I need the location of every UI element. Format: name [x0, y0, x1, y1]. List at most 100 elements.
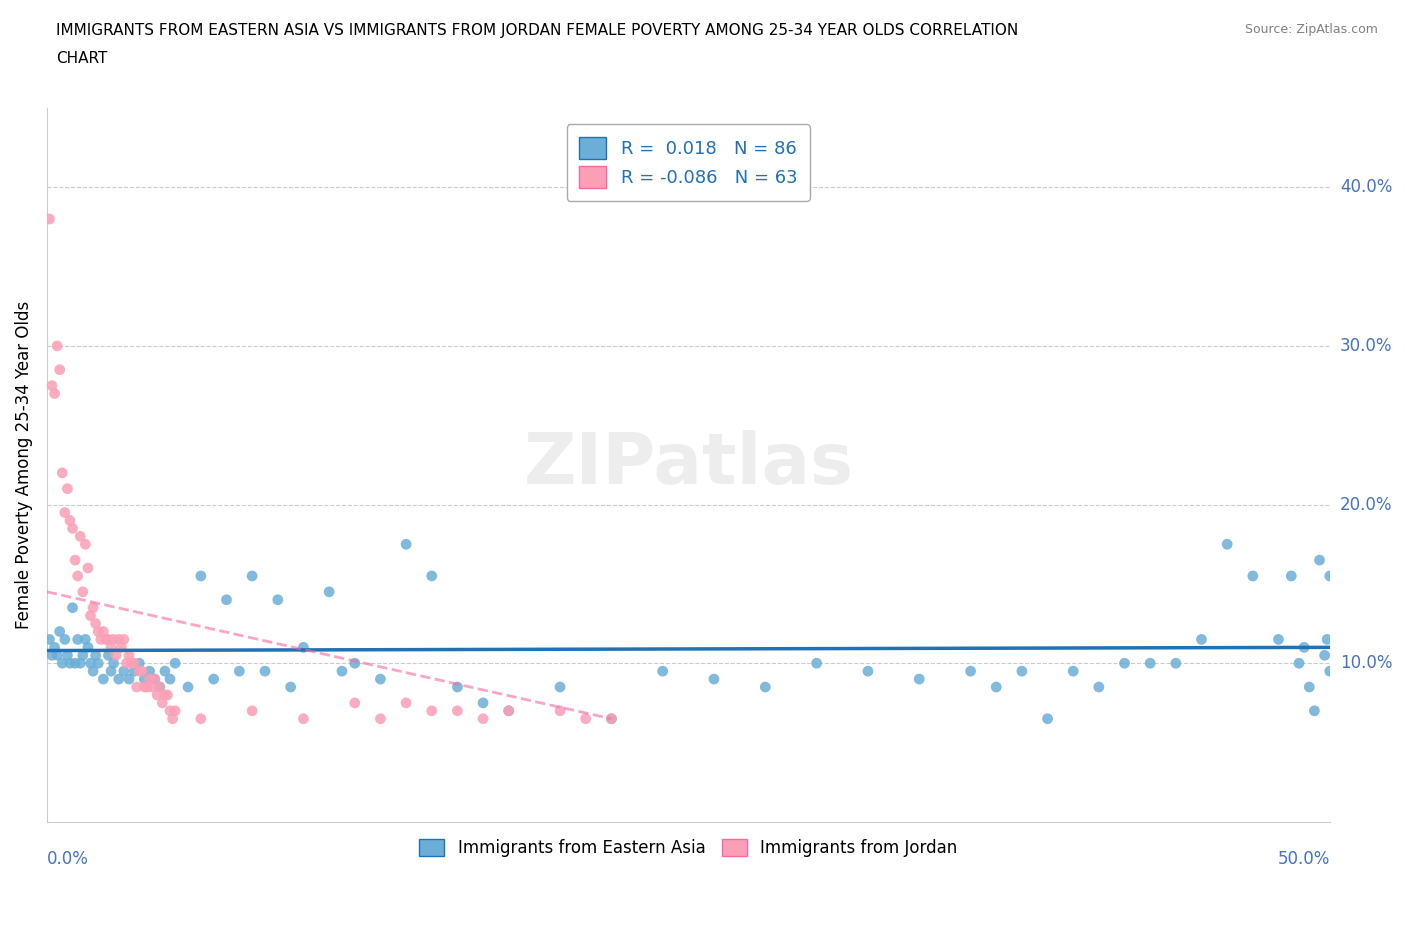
Text: 30.0%: 30.0% [1340, 337, 1392, 355]
Point [122, 664, 145, 679]
Text: 20.0%: 20.0% [1340, 496, 1392, 513]
Point [498, 703, 520, 718]
Point [44, 386, 66, 401]
Point [82, 600, 104, 615]
Point [38, 632, 60, 647]
Point [292, 711, 315, 726]
Point [600, 711, 623, 726]
Point [190, 711, 212, 726]
Point [1164, 656, 1187, 671]
Point [420, 568, 443, 583]
Point [100, 664, 122, 679]
Text: 50.0%: 50.0% [1278, 850, 1330, 869]
Point [118, 648, 141, 663]
Point [82, 664, 104, 679]
Point [134, 671, 156, 686]
Point [703, 671, 725, 686]
Point [280, 680, 302, 695]
Point [62, 521, 84, 536]
Text: IMMIGRANTS FROM EASTERN ASIA VS IMMIGRANTS FROM JORDAN FEMALE POVERTY AMONG 25-3: IMMIGRANTS FROM EASTERN ASIA VS IMMIGRAN… [56, 23, 1018, 38]
Point [46, 339, 69, 353]
Point [446, 680, 468, 695]
Point [446, 703, 468, 718]
Point [472, 711, 495, 726]
Point [1316, 632, 1339, 647]
Point [240, 568, 263, 583]
Point [159, 671, 181, 686]
Point [1313, 648, 1336, 663]
Point [806, 656, 828, 671]
Point [59, 656, 82, 671]
Point [370, 711, 392, 726]
Point [59, 513, 82, 528]
Point [128, 664, 150, 679]
Point [69, 656, 91, 671]
Point [1114, 656, 1136, 671]
Point [112, 664, 135, 679]
Point [908, 671, 931, 686]
Point [1303, 703, 1326, 718]
Point [91, 624, 114, 639]
Point [240, 703, 263, 718]
Point [498, 703, 520, 718]
Point [125, 680, 148, 695]
Point [149, 680, 172, 695]
Text: 10.0%: 10.0% [1340, 654, 1392, 672]
Point [856, 664, 879, 679]
Point [75, 537, 97, 551]
Text: ZIPatlas: ZIPatlas [523, 431, 853, 499]
Point [986, 680, 1008, 695]
Point [1062, 664, 1084, 679]
Text: Source: ZipAtlas.com: Source: ZipAtlas.com [1244, 23, 1378, 36]
Point [202, 671, 225, 686]
Point [134, 680, 156, 695]
Point [146, 687, 169, 702]
Point [1216, 537, 1239, 551]
Point [1319, 568, 1341, 583]
Point [177, 680, 200, 695]
Point [420, 703, 443, 718]
Point [253, 664, 276, 679]
Point [600, 711, 623, 726]
Point [122, 656, 145, 671]
Point [112, 632, 135, 647]
Text: CHART: CHART [56, 51, 108, 66]
Point [107, 671, 129, 686]
Point [141, 680, 163, 695]
Point [79, 656, 101, 671]
Point [90, 632, 112, 647]
Point [77, 561, 100, 576]
Point [143, 671, 166, 686]
Point [1036, 711, 1059, 726]
Point [84, 648, 107, 663]
Point [128, 656, 150, 671]
Point [48, 363, 70, 378]
Point [165, 656, 187, 671]
Point [72, 648, 94, 663]
Point [267, 592, 290, 607]
Point [118, 671, 141, 686]
Point [138, 671, 160, 686]
Point [153, 687, 176, 702]
Point [107, 632, 129, 647]
Point [343, 656, 366, 671]
Point [66, 632, 89, 647]
Point [1288, 656, 1310, 671]
Point [318, 584, 340, 599]
Point [110, 640, 132, 655]
Point [215, 592, 238, 607]
Point [1308, 552, 1330, 567]
Point [44, 640, 66, 655]
Point [103, 656, 125, 671]
Point [38, 212, 60, 227]
Point [159, 703, 181, 718]
Point [165, 703, 187, 718]
Point [150, 696, 173, 711]
Point [48, 624, 70, 639]
Point [66, 568, 89, 583]
Point [41, 648, 63, 663]
Point [395, 696, 418, 711]
Point [115, 656, 138, 671]
Point [51, 656, 73, 671]
Point [959, 664, 981, 679]
